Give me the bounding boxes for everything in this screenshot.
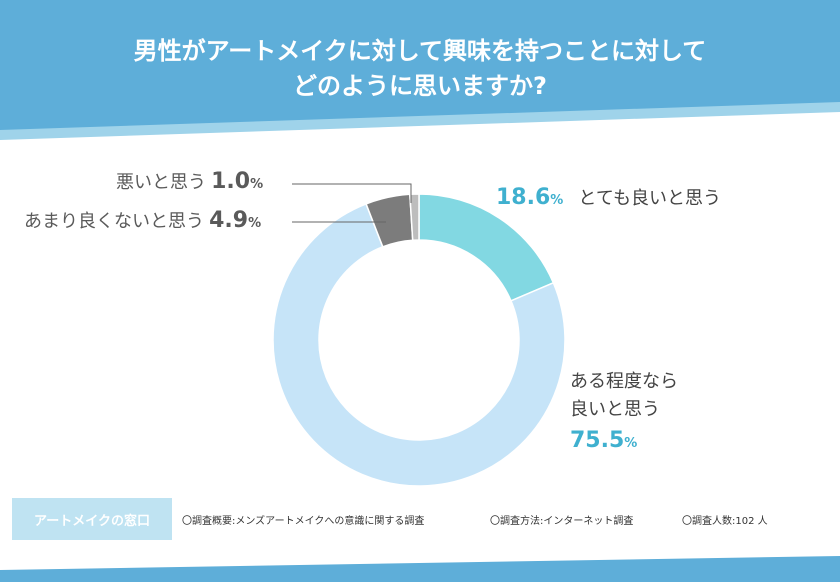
header-band xyxy=(0,0,840,150)
footer-band xyxy=(0,542,840,582)
label-not-good: あまり良くないと思う 4.9% xyxy=(24,207,261,233)
survey-count: 〇調査人数:102 人 xyxy=(682,516,768,527)
chart-title: 男性がアートメイクに対して興味を持つことに対して どのように思いますか? xyxy=(0,34,840,104)
label-bad: 悪いと思う 1.0% xyxy=(116,168,263,194)
label-somewhat-good: ある程度なら 良いと思う 75.5% xyxy=(570,368,678,461)
title-line-2: どのように思いますか? xyxy=(293,72,547,100)
label-very-good-pct: 18.6 xyxy=(496,185,551,210)
label-not-good-text: あまり良くないと思う xyxy=(24,211,204,232)
label-somewhat-good-line1: ある程度なら xyxy=(570,371,678,392)
label-very-good: 18.6% とても良いと思う xyxy=(496,184,721,210)
footer-background xyxy=(0,556,840,582)
leader-line-bad xyxy=(292,183,412,203)
slice-somewhat-good xyxy=(272,202,566,487)
label-bad-pct: 1.0 xyxy=(211,169,251,194)
label-very-good-text: とても良いと思う xyxy=(578,188,721,209)
label-not-good-sfx: % xyxy=(248,216,262,231)
survey-overview: 〇調査概要:メンズアートメイクへの意識に関する調査 xyxy=(182,516,425,527)
label-bad-text: 悪いと思う xyxy=(116,172,206,193)
label-somewhat-good-sfx: % xyxy=(624,436,638,451)
label-very-good-sfx: % xyxy=(550,193,564,208)
brand-logo: アートメイクの窓口 xyxy=(12,498,172,540)
label-not-good-pct: 4.9 xyxy=(209,208,249,233)
label-bad-sfx: % xyxy=(250,177,264,192)
label-somewhat-good-pct: 75.5 xyxy=(570,428,625,453)
slice-bad xyxy=(409,193,420,241)
header-background xyxy=(0,0,840,140)
title-line-1: 男性がアートメイクに対して興味を持つことに対して xyxy=(133,37,707,65)
survey-method: 〇調査方法:インターネット調査 xyxy=(490,516,634,527)
label-somewhat-good-line2: 良いと思う xyxy=(570,399,660,420)
